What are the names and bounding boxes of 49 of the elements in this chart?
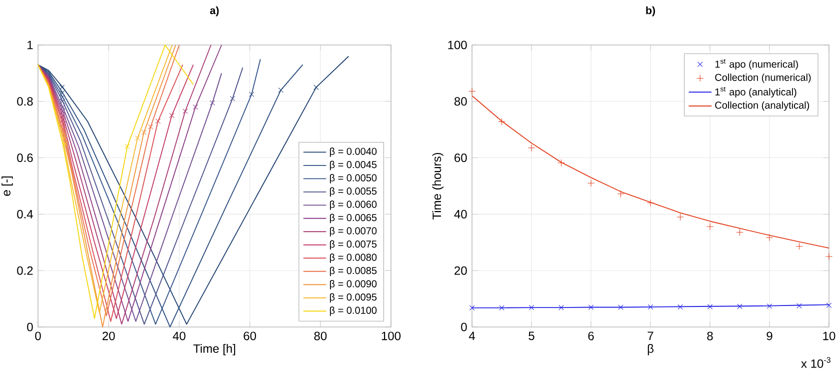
legend-label: β = 0.0045: [330, 160, 377, 170]
x-axis-title: Time [h]: [193, 344, 236, 356]
legend-label: 1$^{st}$ apo (analytical): [715, 86, 796, 98]
legend-label: β = 0.0095: [330, 293, 377, 303]
x-tick-label: 40: [172, 332, 186, 340]
legend-label: 1$^{st}$ apo (numerical): [715, 59, 798, 70]
y-tick-label: 1: [28, 40, 33, 50]
x-axis-title: β: [648, 344, 654, 356]
x-tick-label: 80: [314, 332, 327, 340]
x-tick-label: 10: [823, 332, 836, 340]
legend-label: β = 0.0100: [330, 306, 377, 316]
x-tick-label: 100: [382, 332, 401, 340]
legend-label: β = 0.0075: [330, 240, 377, 250]
y-axis-title: e [-]: [2, 176, 13, 196]
legend-label: β = 0.0040: [330, 148, 377, 157]
legend-label: β = 0.0050: [330, 174, 377, 184]
legend-label: β = 0.0080: [330, 254, 377, 263]
y-tick-label: 0.4: [17, 210, 33, 218]
y-tick-label: 20: [454, 266, 467, 275]
x-tick-label: 4: [468, 332, 475, 340]
legend-label: β = 0.0070: [330, 227, 377, 236]
y-tick-label: 0: [461, 322, 467, 332]
legend-label: β = 0.0055: [330, 187, 377, 197]
chart-title: a): [210, 6, 219, 16]
legend-label: β = 0.0090: [330, 280, 377, 290]
legend-label: Collection (analytical): [715, 101, 810, 111]
y-tick-label: 0: [27, 322, 33, 332]
y-axis-title: Time (hours): [432, 152, 444, 220]
x-tick-label: 9: [766, 332, 772, 340]
legend-label: β = 0.0065: [330, 214, 377, 224]
y-tick-label: 80: [454, 97, 467, 106]
y-tick-label: 100: [448, 40, 467, 50]
y-tick-label: 0.8: [17, 97, 33, 106]
x-tick-label: 60: [244, 332, 256, 340]
y-tick-label: 0.6: [17, 154, 33, 162]
x-tick-label: 7: [648, 332, 654, 340]
legend-label: Collection (numerical): [715, 74, 811, 83]
y-tick-label: 40: [454, 210, 467, 218]
x-tick-label: 0: [35, 332, 41, 340]
text: x 10$^{-3}$: [801, 357, 830, 368]
y-tick-label: 60: [454, 154, 467, 162]
legend-label: β = 0.0060: [330, 200, 377, 210]
x-tick-label: 5: [528, 332, 534, 340]
x-tick-label: 8: [707, 332, 713, 340]
legend-label: β = 0.0085: [330, 266, 377, 276]
x-tick-label: 6: [588, 332, 594, 340]
y-tick-label: 0.2: [17, 266, 33, 275]
x-tick-label: 20: [102, 332, 115, 340]
chart-title: b): [646, 6, 655, 16]
